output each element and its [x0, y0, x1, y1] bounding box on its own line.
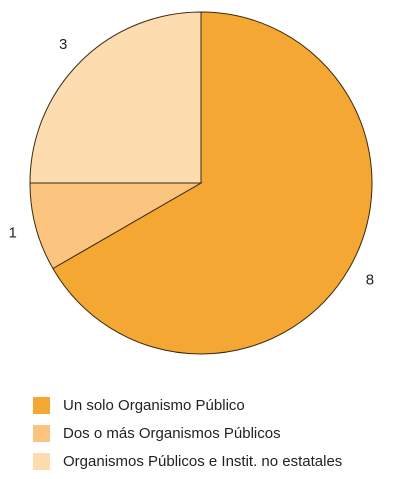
- pie-slice: [52, 11, 373, 355]
- legend-swatch: [33, 453, 50, 470]
- pie-slice: [29, 182, 203, 270]
- slice-label: 8: [366, 271, 374, 288]
- legend-swatch: [33, 397, 50, 414]
- legend-label: Un solo Organismo Público: [63, 397, 245, 414]
- pie-slice: [29, 11, 202, 184]
- slice-label: 1: [8, 224, 16, 241]
- legend-label: Organismos Públicos e Instit. no estatal…: [63, 453, 342, 470]
- slice-label: 3: [59, 36, 67, 53]
- legend-swatch: [33, 425, 50, 442]
- legend-label: Dos o más Organismos Públicos: [63, 425, 281, 442]
